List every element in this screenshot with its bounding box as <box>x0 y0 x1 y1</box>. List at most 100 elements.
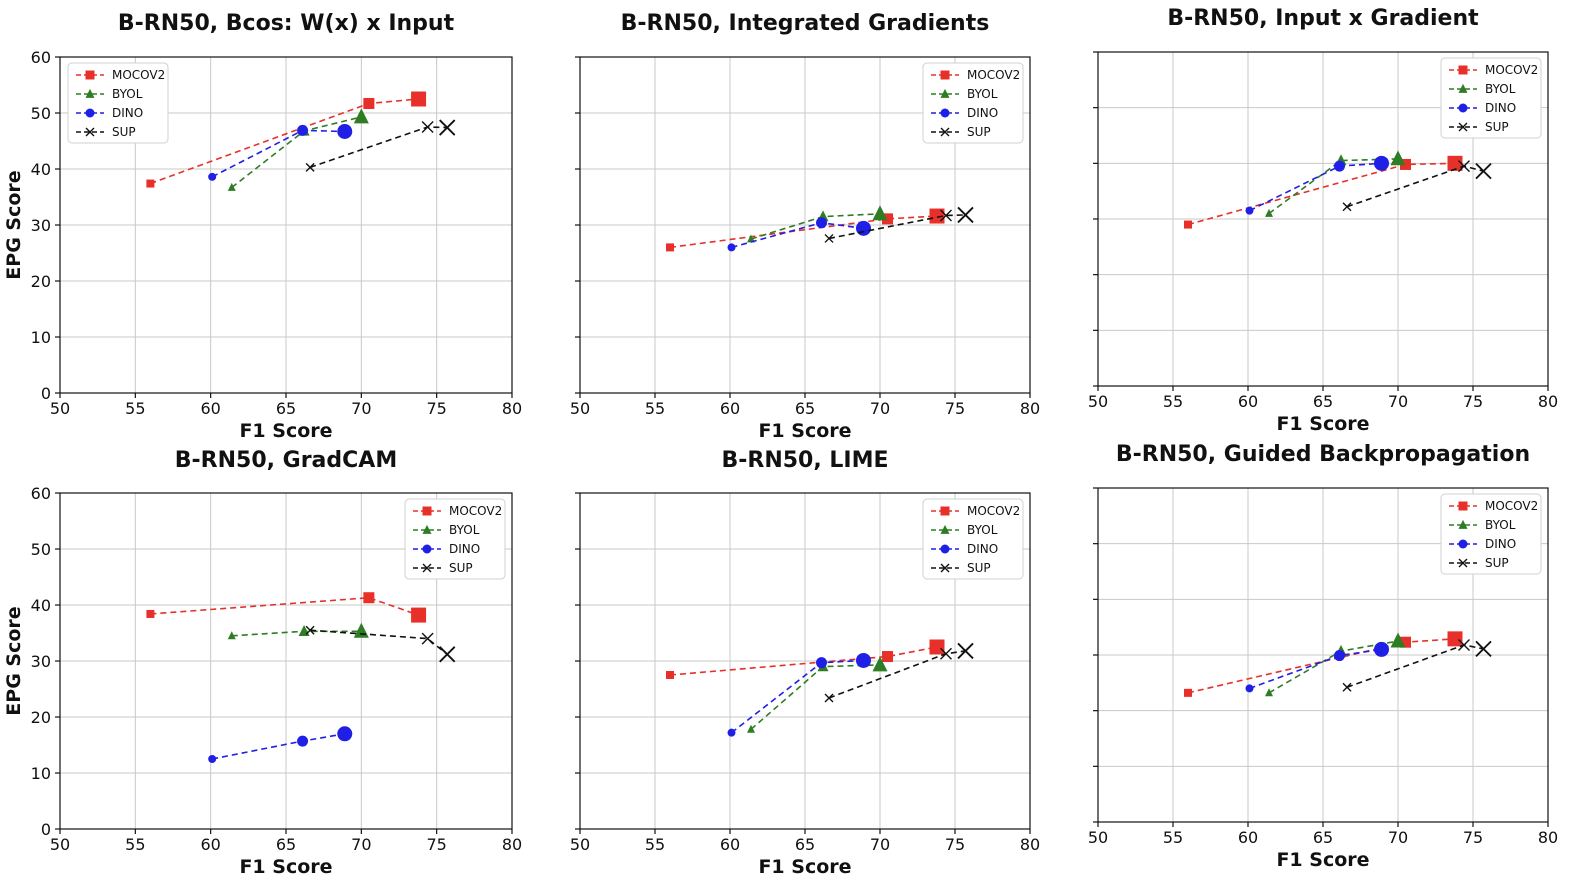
series-line <box>750 664 881 730</box>
legend-label: DINO <box>967 542 998 556</box>
y-axis-label: EPG Score <box>3 170 25 279</box>
legend-label: MOCOV2 <box>449 504 502 518</box>
data-point <box>824 693 834 703</box>
legend-marker <box>85 88 95 98</box>
data-point <box>882 651 893 663</box>
x-tick-label: 55 <box>645 399 665 418</box>
chart-panel-2: 50 55 60 65 70 75 80 B-RN50, Integrated Gradien… <box>570 11 1040 442</box>
data-point <box>208 172 217 181</box>
data-point <box>208 755 217 763</box>
data-point <box>666 243 674 252</box>
data-point <box>1342 682 1352 692</box>
data-point <box>337 123 353 139</box>
legend-label: SUP <box>967 125 991 139</box>
chart-panel-5: 50 55 60 65 70 75 80 B-RN50, LIME F1 Score MOCOV2… <box>570 448 1040 878</box>
legend-box <box>1440 57 1542 139</box>
legend-label: BYOL <box>1485 518 1516 532</box>
x-tick-label: 60 <box>720 399 740 418</box>
data-point <box>337 726 353 742</box>
y-tick-label: 0 <box>41 384 51 403</box>
x-axis-label: F1 Score <box>1276 849 1369 871</box>
y-axis-label: EPG Score <box>3 606 25 715</box>
data-point <box>411 91 427 107</box>
chart-title: B-RN50, GradCAM <box>175 448 397 473</box>
x-axis-label: F1 Score <box>239 420 332 442</box>
legend-marker <box>1458 65 1468 75</box>
x-tick-label: 65 <box>1313 828 1333 847</box>
x-tick-label: 75 <box>426 835 446 854</box>
y-tick-label: 50 <box>31 104 51 123</box>
series-dino <box>208 123 353 181</box>
data-point <box>1400 636 1411 648</box>
legend-marker <box>1458 519 1468 529</box>
data-point <box>940 647 952 660</box>
x-tick-label: 55 <box>1163 392 1183 411</box>
data-point <box>1458 638 1470 651</box>
x-tick-label: 55 <box>1163 828 1183 847</box>
data-point <box>421 632 434 645</box>
series-mocov2 <box>146 91 427 188</box>
series-line <box>150 596 419 616</box>
series-byol <box>227 108 369 191</box>
data-point <box>363 97 375 109</box>
legend-label: BYOL <box>112 87 143 101</box>
legend-marker <box>940 563 950 573</box>
data-point <box>816 657 827 669</box>
series-sup <box>305 625 456 663</box>
legend-label: SUP <box>449 561 473 575</box>
data-point <box>297 735 309 747</box>
x-tick-label: 70 <box>870 835 890 854</box>
chart-title: B-RN50, Input x Gradient <box>1167 6 1479 31</box>
data-point <box>439 646 456 663</box>
y-tick-label: 20 <box>31 272 51 291</box>
series-sup <box>305 119 456 172</box>
data-point <box>1390 150 1406 166</box>
series-byol <box>227 622 369 640</box>
data-point <box>1245 684 1254 693</box>
data-point <box>1475 162 1492 180</box>
data-point <box>1400 158 1411 170</box>
x-tick-label: 75 <box>945 835 965 854</box>
legend-marker <box>85 127 95 137</box>
data-point <box>227 182 236 191</box>
legend-label: BYOL <box>449 523 480 537</box>
data-point <box>363 592 375 604</box>
x-tick-label: 80 <box>1020 399 1040 418</box>
series-sup <box>824 642 974 703</box>
series-mocov2 <box>1184 631 1463 697</box>
legend-marker <box>940 544 950 554</box>
series-dino <box>1245 641 1389 693</box>
x-tick-label: 50 <box>570 835 590 854</box>
data-point <box>1390 632 1406 648</box>
x-tick-label: 60 <box>1238 392 1258 411</box>
legend: MOCOV2 BYOL DINO SUP <box>1440 57 1542 139</box>
data-point <box>146 609 155 618</box>
x-tick-label: 80 <box>1538 828 1558 847</box>
x-tick-label: 65 <box>795 835 815 854</box>
x-axis-label: F1 Score <box>1276 413 1369 435</box>
data-point <box>146 179 155 188</box>
x-tick-label: 70 <box>351 835 371 854</box>
legend-marker <box>940 108 950 118</box>
legend-label: MOCOV2 <box>112 68 165 82</box>
data-point <box>856 220 871 236</box>
data-point <box>666 671 674 679</box>
x-tick-label: 70 <box>351 399 371 418</box>
x-tick-label: 60 <box>200 835 220 854</box>
data-point <box>727 728 736 737</box>
legend-marker <box>940 70 950 80</box>
x-tick-label: 60 <box>720 835 740 854</box>
x-tick-label: 80 <box>1538 392 1558 411</box>
legend-label: SUP <box>1485 556 1509 570</box>
legend-marker <box>85 70 95 80</box>
chart-panel-1: 50 55 60 65 70 75 80 0 10 20 30 40 50 60 B-RN50, Bcos:… <box>3 11 522 442</box>
series-line <box>1346 165 1484 208</box>
y-tick-label: 10 <box>31 764 51 783</box>
series-dino <box>208 726 353 763</box>
chart-panel-3: 50 55 60 65 70 75 80 B-RN50, Input x Gradient F1… <box>1088 6 1558 435</box>
data-point <box>1265 208 1273 217</box>
data-point <box>1458 160 1470 173</box>
series-line <box>212 733 345 760</box>
data-point <box>882 213 893 225</box>
